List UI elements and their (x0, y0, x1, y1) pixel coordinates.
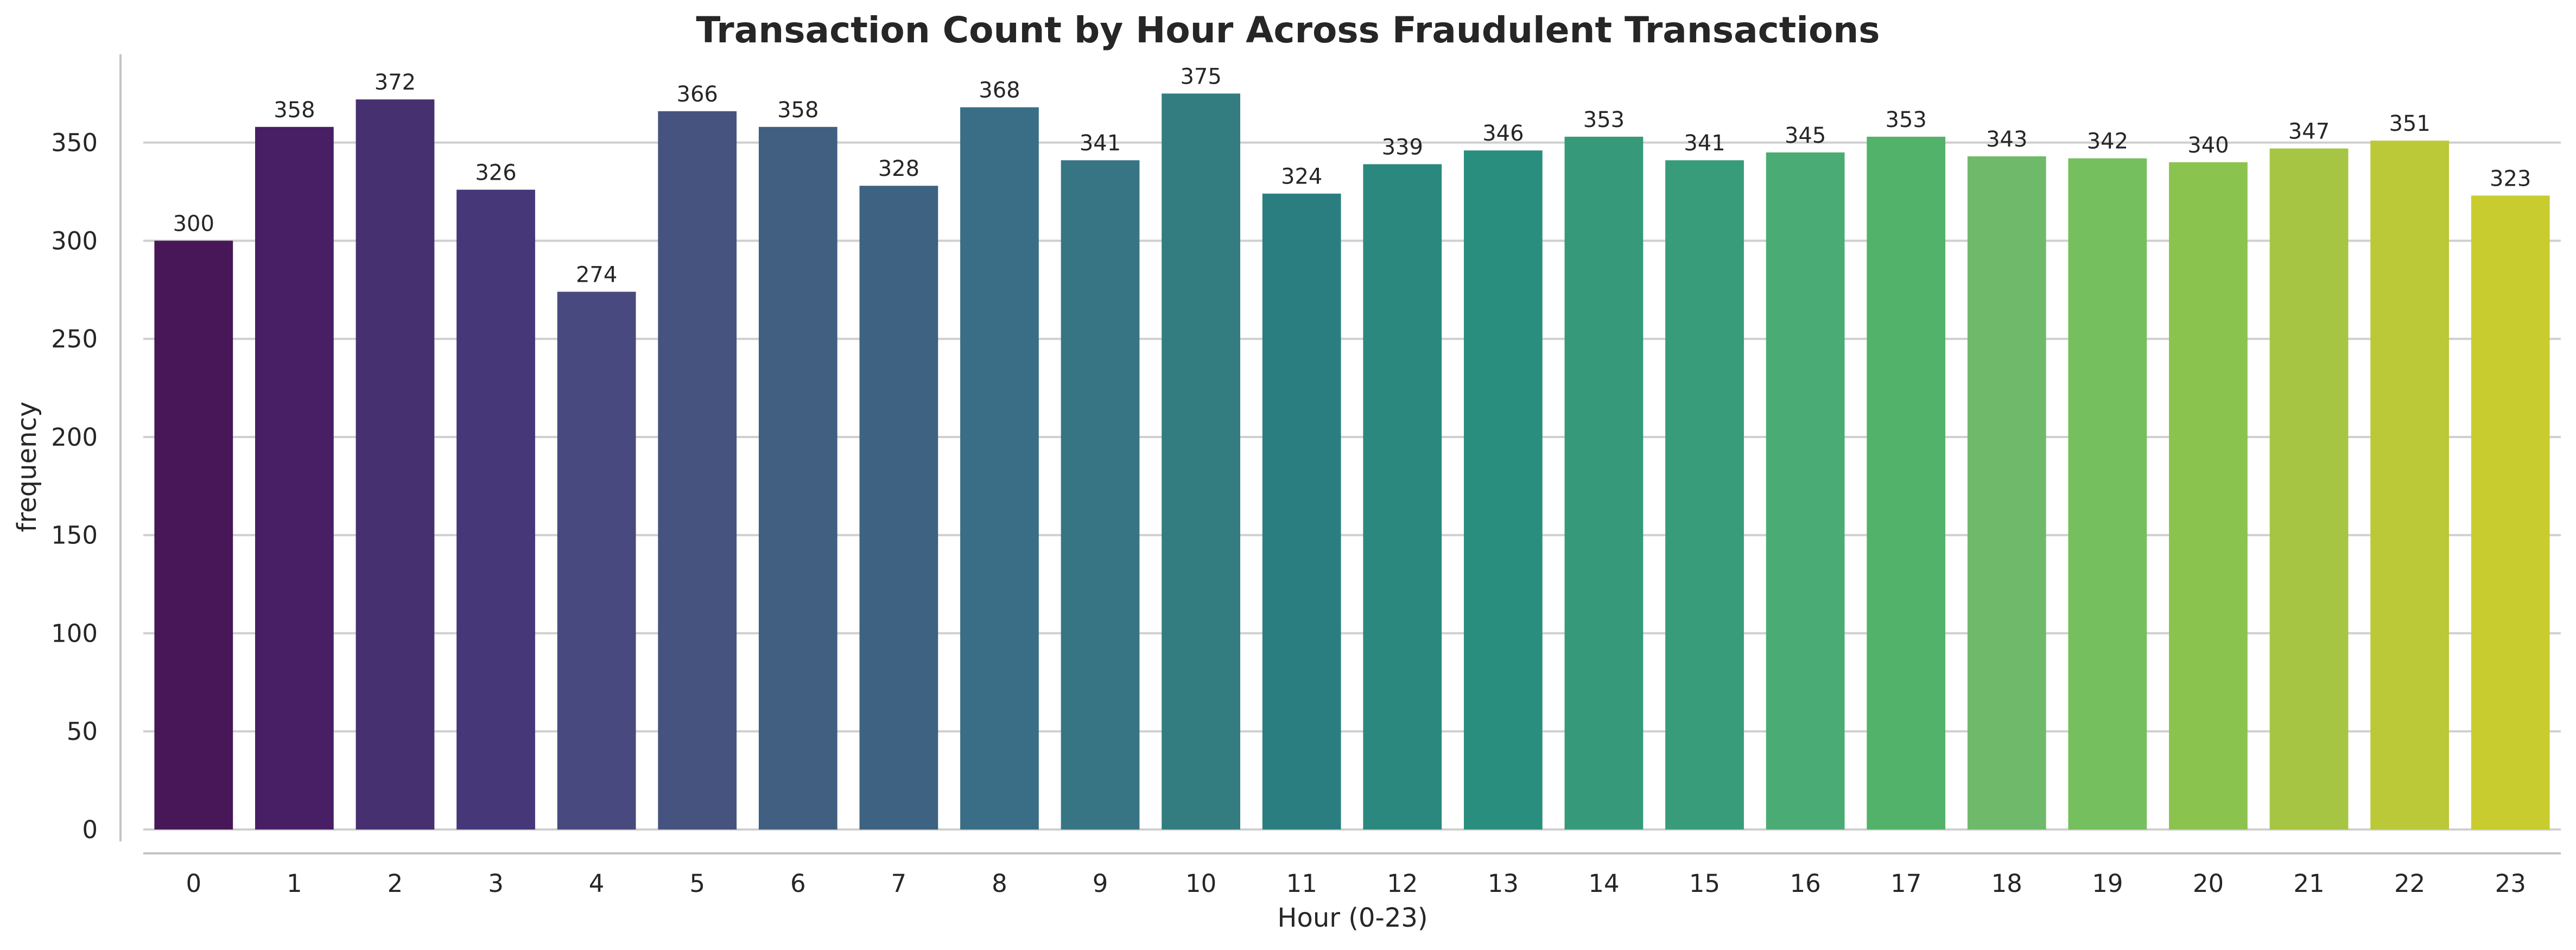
bar-hour-14 (1564, 136, 1644, 829)
x-tick-label: 1 (287, 869, 302, 898)
bar-value-label: 358 (777, 98, 819, 123)
bar-value-label: 328 (878, 156, 919, 181)
bar-hour-2 (356, 99, 435, 829)
bar-value-label: 375 (1180, 64, 1221, 89)
bar-hour-0 (154, 240, 233, 830)
x-tick-label: 10 (1185, 869, 1216, 898)
bar-hour-12 (1363, 164, 1442, 829)
bar-hour-4 (557, 292, 636, 829)
bar-hour-17 (1867, 136, 1946, 829)
bar-value-label: 339 (1382, 135, 1423, 160)
bar-value-label: 342 (2087, 129, 2128, 154)
bar-value-label: 358 (274, 98, 315, 123)
y-tick-label: 0 (82, 815, 98, 844)
bar-value-label: 341 (1080, 131, 1121, 156)
bar-hour-13 (1463, 150, 1543, 830)
bar-value-label: 368 (979, 78, 1020, 103)
bar-value-label: 347 (2288, 119, 2330, 144)
x-tick-label: 13 (1488, 869, 1519, 898)
bar-hour-23 (2471, 195, 2550, 829)
bar-hour-1 (255, 126, 334, 830)
x-tick-label: 14 (1588, 869, 1619, 898)
bar-value-label: 300 (173, 211, 214, 236)
bar-hour-3 (456, 189, 535, 829)
bar-hour-7 (859, 186, 938, 829)
bar-value-label: 353 (1583, 107, 1625, 132)
x-tick-label: 18 (1991, 869, 2022, 898)
y-tick-label: 250 (51, 325, 98, 353)
x-tick-label: 3 (488, 869, 504, 898)
bar-hour-16 (1766, 152, 1845, 829)
bar-hour-9 (1061, 160, 1140, 830)
x-tick-label: 20 (2193, 869, 2224, 898)
bar-value-label: 274 (576, 262, 617, 287)
y-tick-label: 350 (51, 129, 98, 157)
data-labels: 300 358 372 326 274 366 358 328 368 341 375 324 339 3… (173, 64, 2531, 287)
x-tick-label: 15 (1689, 869, 1720, 898)
x-axis-label: Hour (0-23) (1277, 903, 1427, 933)
bar-hour-19 (2068, 158, 2147, 829)
y-tick-label: 150 (51, 521, 98, 550)
x-tick-label: 19 (2092, 869, 2123, 898)
bar-hour-21 (2269, 148, 2349, 830)
x-tick-label: 12 (1387, 869, 1418, 898)
bar-value-label: 324 (1281, 164, 1322, 189)
bar-value-label: 351 (2389, 111, 2430, 136)
bar-value-label: 340 (2187, 133, 2229, 158)
bar-value-label: 346 (1482, 121, 1524, 146)
x-axis: 0 1 2 3 4 5 6 7 8 9 10 11 12 13 14 15 16 17 18 19 20 21 22 23 (143, 852, 2561, 898)
bar-hour-8 (960, 107, 1039, 830)
x-tick-label: 2 (388, 869, 403, 898)
y-tick-label: 200 (51, 423, 98, 452)
x-tick-label: 8 (992, 869, 1007, 898)
bar-value-label: 372 (375, 70, 416, 95)
bar-value-label: 345 (1785, 123, 1826, 148)
bars (154, 93, 2550, 830)
bar-value-label: 343 (1986, 127, 2027, 152)
gridlines (143, 141, 2561, 831)
bar-hour-15 (1665, 160, 1744, 830)
y-axis: 0 50 100 150 200 250 300 350 (51, 54, 122, 844)
x-tick-label: 11 (1286, 869, 1317, 898)
y-tick-label: 300 (51, 226, 98, 255)
bar-hour-18 (1967, 156, 2046, 829)
chart-title: Transaction Count by Hour Across Fraudul… (696, 9, 1880, 51)
bar-value-label: 341 (1684, 131, 1725, 156)
x-tick-label: 7 (891, 869, 907, 898)
x-tick-label: 16 (1790, 869, 1820, 898)
bar-hour-5 (658, 111, 737, 830)
bar-hour-6 (758, 126, 837, 830)
x-tick-label: 9 (1093, 869, 1108, 898)
y-axis-label: frequency (12, 402, 42, 533)
x-tick-label: 17 (1890, 869, 1921, 898)
bar-hour-11 (1262, 193, 1341, 829)
bar-hour-10 (1162, 93, 1241, 829)
x-tick-label: 4 (589, 869, 605, 898)
bar-value-label: 353 (1886, 107, 1927, 132)
y-tick-label: 50 (67, 717, 98, 746)
x-tick-label: 22 (2394, 869, 2425, 898)
bar-hour-22 (2370, 141, 2450, 829)
x-tick-label: 21 (2293, 869, 2324, 898)
x-tick-label: 6 (790, 869, 806, 898)
y-tick-label: 100 (51, 619, 98, 648)
bar-value-label: 366 (677, 82, 718, 107)
bar-value-label: 326 (475, 160, 516, 185)
x-tick-label: 5 (689, 869, 705, 898)
x-tick-label: 0 (186, 869, 201, 898)
x-tick-label: 23 (2495, 869, 2526, 898)
bar-hour-20 (2169, 162, 2248, 829)
bar-value-label: 323 (2490, 166, 2531, 191)
